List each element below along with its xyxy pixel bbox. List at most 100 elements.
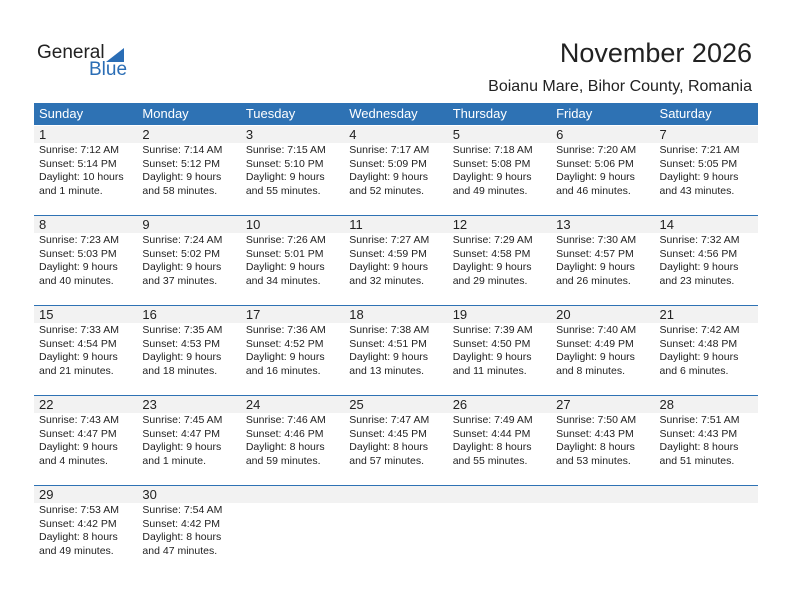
weekday-monday: Monday <box>142 106 189 121</box>
empty-day-strip <box>447 486 552 503</box>
daylight-minutes: and 58 minutes. <box>142 184 218 197</box>
empty-cell <box>551 486 655 576</box>
week-row: 22 Sunrise: 7:43 AM Sunset: 4:47 PM Dayl… <box>34 395 758 486</box>
sunrise: Sunrise: 7:51 AM <box>659 414 740 426</box>
day-number: 30 <box>137 486 241 503</box>
daylight: Daylight: 9 hours <box>39 441 118 453</box>
day-info: Sunrise: 7:35 AM Sunset: 4:53 PM Dayligh… <box>137 323 240 378</box>
day-cell: 2 Sunrise: 7:14 AM Sunset: 5:12 PM Dayli… <box>137 126 241 216</box>
day-number: 23 <box>137 396 241 413</box>
sunset: Sunset: 4:46 PM <box>245 427 324 440</box>
daylight: Daylight: 9 hours <box>245 171 325 183</box>
logo-text-general: General <box>37 42 105 63</box>
sunset: Sunset: 4:47 PM <box>39 427 117 440</box>
sunset: Sunset: 4:42 PM <box>39 517 117 530</box>
sunset: Sunset: 5:05 PM <box>659 157 738 170</box>
sunset: Sunset: 4:44 PM <box>452 427 531 440</box>
daylight: Daylight: 9 hours <box>659 261 739 273</box>
weekday-saturday: Saturday <box>659 106 712 121</box>
daylight: Daylight: 9 hours <box>452 351 532 363</box>
daylight-minutes: and 47 minutes. <box>142 544 218 557</box>
day-number: 10 <box>240 216 345 233</box>
daylight-minutes: and 1 minute. <box>142 454 207 467</box>
day-number: 3 <box>240 126 345 143</box>
day-cell: 1 Sunrise: 7:12 AM Sunset: 5:14 PM Dayli… <box>34 126 138 216</box>
sunset: Sunset: 4:57 PM <box>556 247 634 260</box>
daylight: Daylight: 9 hours <box>245 351 325 363</box>
day-number: 29 <box>34 486 138 503</box>
day-info: Sunrise: 7:50 AM Sunset: 4:43 PM Dayligh… <box>551 413 654 468</box>
day-number: 9 <box>137 216 241 233</box>
day-number: 24 <box>240 396 345 413</box>
sunrise: Sunrise: 7:36 AM <box>245 324 326 336</box>
day-info: Sunrise: 7:23 AM Sunset: 5:03 PM Dayligh… <box>34 233 137 288</box>
daylight: Daylight: 8 hours <box>349 441 429 453</box>
daylight: Daylight: 9 hours <box>349 171 429 183</box>
day-info: Sunrise: 7:29 AM Sunset: 4:58 PM Dayligh… <box>448 233 551 288</box>
day-number: 11 <box>344 216 448 233</box>
daylight: Daylight: 9 hours <box>452 171 532 183</box>
sunset: Sunset: 4:54 PM <box>39 337 117 350</box>
daylight: Daylight: 9 hours <box>39 261 118 273</box>
logo-text-blue: Blue <box>89 59 128 80</box>
day-info: Sunrise: 7:51 AM Sunset: 4:43 PM Dayligh… <box>655 413 758 468</box>
page-title: November 2026 <box>559 38 752 68</box>
sunset: Sunset: 5:14 PM <box>39 157 117 170</box>
sunrise: Sunrise: 7:33 AM <box>39 324 119 336</box>
day-number: 2 <box>137 126 241 143</box>
sunrise: Sunrise: 7:50 AM <box>556 414 637 426</box>
day-cell: 21 Sunrise: 7:42 AM Sunset: 4:48 PM Dayl… <box>654 306 758 396</box>
daylight: Daylight: 9 hours <box>556 351 635 363</box>
sunrise: Sunrise: 7:23 AM <box>39 234 119 246</box>
sunrise: Sunrise: 7:54 AM <box>142 504 223 516</box>
daylight-minutes: and 57 minutes. <box>349 454 424 467</box>
day-info: Sunrise: 7:18 AM Sunset: 5:08 PM Dayligh… <box>448 143 551 198</box>
daylight: Daylight: 8 hours <box>245 441 325 453</box>
day-number: 5 <box>447 126 552 143</box>
sunrise: Sunrise: 7:27 AM <box>349 234 430 246</box>
empty-cell <box>654 486 758 576</box>
day-cell: 23 Sunrise: 7:45 AM Sunset: 4:47 PM Dayl… <box>137 396 241 486</box>
day-cell: 3 Sunrise: 7:15 AM Sunset: 5:10 PM Dayli… <box>240 126 345 216</box>
day-info: Sunrise: 7:15 AM Sunset: 5:10 PM Dayligh… <box>241 143 344 198</box>
day-info: Sunrise: 7:54 AM Sunset: 4:42 PM Dayligh… <box>137 503 240 558</box>
day-info: Sunrise: 7:12 AM Sunset: 5:14 PM Dayligh… <box>34 143 137 198</box>
daylight-minutes: and 16 minutes. <box>245 364 321 377</box>
sunrise: Sunrise: 7:14 AM <box>142 144 223 156</box>
daylight-minutes: and 40 minutes. <box>39 274 114 287</box>
day-number: 21 <box>654 306 758 323</box>
day-number: 6 <box>551 126 655 143</box>
day-info: Sunrise: 7:45 AM Sunset: 4:47 PM Dayligh… <box>137 413 240 468</box>
day-number: 20 <box>551 306 655 323</box>
day-number: 4 <box>344 126 448 143</box>
day-number: 25 <box>344 396 448 413</box>
sunset: Sunset: 4:43 PM <box>659 427 738 440</box>
sunrise: Sunrise: 7:29 AM <box>452 234 533 246</box>
sunset: Sunset: 5:03 PM <box>39 247 117 260</box>
sunset: Sunset: 4:51 PM <box>349 337 427 350</box>
sunset: Sunset: 5:12 PM <box>142 157 221 170</box>
daylight-minutes: and 6 minutes. <box>659 364 729 377</box>
day-info: Sunrise: 7:20 AM Sunset: 5:06 PM Dayligh… <box>551 143 654 198</box>
daylight-minutes: and 21 minutes. <box>39 364 114 377</box>
sunset: Sunset: 4:47 PM <box>142 427 221 440</box>
day-info: Sunrise: 7:30 AM Sunset: 4:57 PM Dayligh… <box>551 233 654 288</box>
daylight: Daylight: 8 hours <box>556 441 635 453</box>
daylight: Daylight: 9 hours <box>452 261 532 273</box>
day-number: 28 <box>654 396 758 413</box>
day-cell: 26 Sunrise: 7:49 AM Sunset: 4:44 PM Dayl… <box>447 396 552 486</box>
sunrise: Sunrise: 7:35 AM <box>142 324 223 336</box>
daylight: Daylight: 9 hours <box>349 351 429 363</box>
daylight-minutes: and 18 minutes. <box>142 364 218 377</box>
day-info: Sunrise: 7:21 AM Sunset: 5:05 PM Dayligh… <box>655 143 758 198</box>
sunrise: Sunrise: 7:30 AM <box>556 234 637 246</box>
day-info: Sunrise: 7:32 AM Sunset: 4:56 PM Dayligh… <box>655 233 758 288</box>
daylight: Daylight: 9 hours <box>659 351 739 363</box>
week-row: 1 Sunrise: 7:12 AM Sunset: 5:14 PM Dayli… <box>34 126 758 216</box>
empty-day-strip <box>344 486 448 503</box>
daylight-minutes: and 52 minutes. <box>349 184 424 197</box>
empty-day-strip <box>240 486 345 503</box>
daylight-minutes: and 32 minutes. <box>349 274 424 287</box>
daylight-minutes: and 46 minutes. <box>556 184 631 197</box>
day-cell: 28 Sunrise: 7:51 AM Sunset: 4:43 PM Dayl… <box>654 396 758 486</box>
